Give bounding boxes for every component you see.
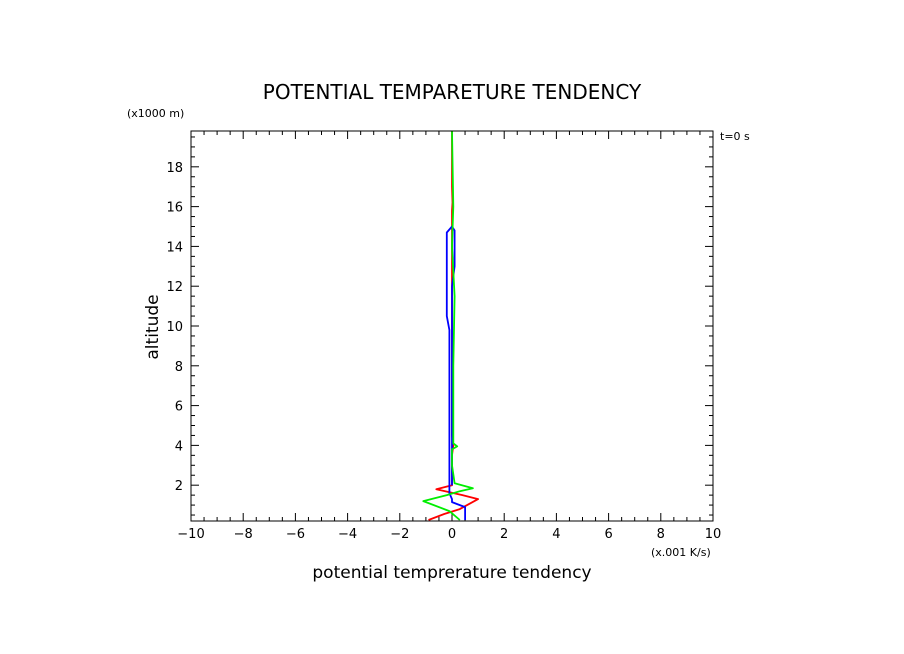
x-tick-label: −2 bbox=[390, 527, 409, 542]
series-line-2 bbox=[445, 225, 467, 520]
series-line-3 bbox=[422, 130, 474, 521]
y-tick-label: 16 bbox=[166, 201, 183, 216]
y-axis-title: altitude bbox=[143, 294, 163, 359]
x-tick-label: −10 bbox=[177, 527, 204, 542]
series-layer bbox=[422, 130, 480, 521]
x-unit-label: (x.001 K/s) bbox=[651, 546, 711, 559]
y-tick-label: 6 bbox=[175, 400, 183, 415]
y-tick-label: 10 bbox=[166, 320, 183, 335]
x-tick-label: 8 bbox=[657, 527, 665, 542]
y-tick-label: 4 bbox=[175, 439, 183, 454]
x-tick-label: 10 bbox=[705, 527, 722, 542]
x-tick-label: −6 bbox=[286, 527, 305, 542]
time-label: t=0 s bbox=[720, 130, 750, 143]
y-unit-label: (x1000 m) bbox=[127, 107, 184, 120]
chart-title: POTENTIAL TEMPARETURE TENDENCY bbox=[263, 80, 642, 104]
y-tick-label: 2 bbox=[175, 479, 183, 494]
y-tick-label: 8 bbox=[175, 360, 183, 375]
ticks-layer: −10 −8 −6 −4 −2 0 2 4 6 8 10 2 4 6 8 10 12 14 16 18 bbox=[166, 131, 721, 542]
x-axis-title: potential temprerature tendency bbox=[312, 563, 591, 583]
x-tick-label: 0 bbox=[448, 527, 456, 542]
x-tick-label: −4 bbox=[338, 527, 357, 542]
x-tick-label: 6 bbox=[604, 527, 612, 542]
x-tick-label: 4 bbox=[552, 527, 560, 542]
x-tick-label: −8 bbox=[234, 527, 253, 542]
plot-frame bbox=[190, 130, 714, 522]
y-tick-label: 12 bbox=[166, 280, 183, 295]
y-tick-label: 14 bbox=[166, 240, 183, 255]
x-tick-label: 2 bbox=[500, 527, 508, 542]
y-tick-label: 18 bbox=[166, 161, 183, 176]
